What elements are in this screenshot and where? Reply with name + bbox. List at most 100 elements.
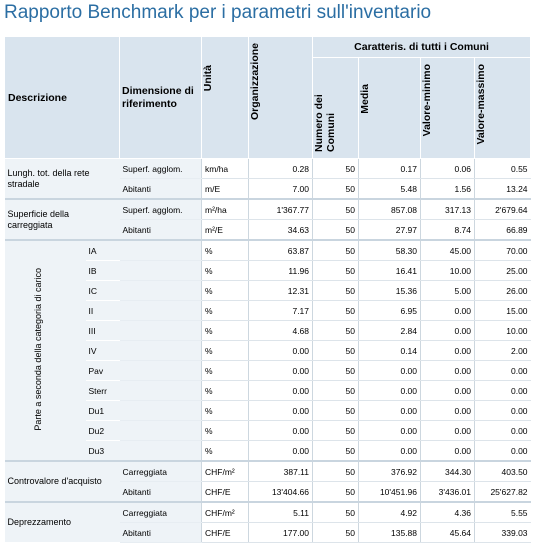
numero-comuni-value: 50 — [312, 501, 359, 523]
numero-comuni-value: 50 — [312, 178, 359, 200]
reference-cell — [119, 239, 202, 261]
valore-minimo-value: 45.00 — [420, 239, 475, 261]
valore-massimo-value: 0.00 — [474, 380, 531, 401]
valore-minimo-value: 5.00 — [420, 280, 475, 301]
table-row: Controvalore d'acquisto Carreggiata CHF/m²… — [4, 460, 531, 503]
unit-cell: % — [201, 320, 249, 341]
media-value: 0.00 — [358, 440, 421, 462]
valore-massimo-value: 339.03 — [474, 522, 531, 543]
reference-cell: Superf. agglom. — [119, 158, 202, 179]
table-row: IB% 11.96 50 16.41 10.00 25.00 — [5, 260, 531, 281]
valore-minimo-value: 45.64 — [420, 522, 475, 543]
sub-category: II — [85, 300, 120, 321]
organizzazione-value: 7.00 — [248, 178, 313, 200]
numero-comuni-value: 50 — [312, 460, 359, 482]
sub-category: Sterr — [85, 380, 120, 401]
table-row: Du1% 0.00 50 0.00 0.00 0.00 — [5, 400, 531, 421]
numero-comuni-value: 50 — [312, 340, 359, 361]
numero-comuni-value: 50 — [312, 219, 359, 241]
reference-cell: Carreggiata — [119, 460, 202, 482]
organizzazione-value: 0.00 — [248, 420, 313, 441]
table-row: Abitanti m/E 7.00 50 5.48 1.56 13.24 — [5, 178, 531, 200]
header-numero: Numero dei Comuni — [312, 57, 360, 159]
valore-minimo-value: 0.06 — [420, 158, 475, 179]
valore-minimo-value: 3'436.01 — [420, 481, 475, 503]
organizzazione-value: 11.96 — [248, 260, 313, 281]
valore-massimo-value: 403.50 — [474, 460, 531, 482]
reference-cell — [119, 300, 202, 321]
reference-cell — [119, 360, 202, 381]
media-value: 27.97 — [358, 219, 421, 241]
header-valore-min: Valore-minimo — [420, 57, 476, 159]
numero-comuni-value: 50 — [312, 260, 359, 281]
reference-cell — [119, 400, 202, 421]
valore-massimo-value: 66.89 — [474, 219, 531, 241]
numero-comuni-value: 50 — [312, 280, 359, 301]
sub-category: IB — [85, 260, 120, 281]
table-row: Deprezzamento Carreggiata CHF/m² 5.11 50 4.92… — [4, 501, 531, 543]
organizzazione-value: 1'367.77 — [248, 198, 313, 220]
media-value: 0.00 — [358, 380, 421, 401]
sub-category: Du3 — [85, 440, 120, 462]
valore-minimo-value: 0.00 — [420, 420, 475, 441]
unit-cell: % — [201, 280, 249, 301]
unit-cell: % — [201, 300, 249, 321]
unit-cell: % — [201, 380, 249, 401]
media-value: 5.48 — [358, 178, 421, 200]
reference-cell: Abitanti — [119, 522, 202, 543]
header-caratteris: Caratteris. di tutti i Comuni — [312, 36, 532, 58]
valore-minimo-value: 10.00 — [420, 260, 475, 281]
numero-comuni-value: 50 — [312, 239, 359, 261]
organizzazione-value: 0.00 — [248, 340, 313, 361]
media-value: 135.88 — [358, 522, 421, 543]
media-value: 857.08 — [358, 198, 421, 220]
media-value: 15.36 — [358, 280, 421, 301]
header-valore-max: Valore-massimo — [474, 57, 532, 159]
reference-cell — [119, 280, 202, 301]
unit-cell: m/E — [201, 178, 249, 200]
unit-cell: % — [201, 400, 249, 421]
group-label: Controvalore d'acquisto — [4, 460, 120, 503]
unit-cell: % — [201, 239, 249, 261]
valore-minimo-value: 0.00 — [420, 340, 475, 361]
valore-minimo-value: 317.13 — [420, 198, 475, 220]
group-label: Lungh. tot. della rete stradale — [4, 158, 120, 200]
media-value: 0.14 — [358, 340, 421, 361]
valore-massimo-value: 15.00 — [474, 300, 531, 321]
reference-cell: Abitanti — [119, 178, 202, 200]
valore-massimo-value: 26.00 — [474, 280, 531, 301]
reference-cell — [119, 420, 202, 441]
numero-comuni-value: 50 — [312, 440, 359, 462]
media-value: 376.92 — [358, 460, 421, 482]
unit-cell: CHF/E — [201, 481, 249, 503]
media-value: 0.17 — [358, 158, 421, 179]
numero-comuni-value: 50 — [312, 158, 359, 179]
organizzazione-value: 0.00 — [248, 440, 313, 462]
unit-cell: % — [201, 420, 249, 441]
media-value: 0.00 — [358, 360, 421, 381]
numero-comuni-value: 50 — [312, 380, 359, 401]
valore-massimo-value: 0.55 — [474, 158, 531, 179]
valore-minimo-value: 0.00 — [420, 380, 475, 401]
valore-massimo-value: 0.00 — [474, 420, 531, 441]
media-value: 6.95 — [358, 300, 421, 321]
unit-cell: km/ha — [201, 158, 249, 179]
table-row: IV% 0.00 50 0.14 0.00 2.00 — [5, 340, 531, 361]
numero-comuni-value: 50 — [312, 420, 359, 441]
table-row: Du2% 0.00 50 0.00 0.00 0.00 — [5, 420, 531, 441]
valore-minimo-value: 0.00 — [420, 360, 475, 381]
valore-minimo-value: 0.00 — [420, 300, 475, 321]
header-organizzazione: Organizzazione — [248, 36, 314, 159]
organizzazione-value: 0.28 — [248, 158, 313, 179]
valore-massimo-value: 0.00 — [474, 440, 531, 462]
valore-massimo-value: 5.55 — [474, 501, 531, 523]
reference-cell — [119, 440, 202, 462]
numero-comuni-value: 50 — [312, 400, 359, 421]
organizzazione-value: 387.11 — [248, 460, 313, 482]
reference-cell — [119, 340, 202, 361]
reference-cell: Carreggiata — [119, 501, 202, 523]
unit-cell: % — [201, 340, 249, 361]
organizzazione-value: 0.00 — [248, 400, 313, 421]
sub-category: III — [85, 320, 120, 341]
reference-cell — [119, 380, 202, 401]
